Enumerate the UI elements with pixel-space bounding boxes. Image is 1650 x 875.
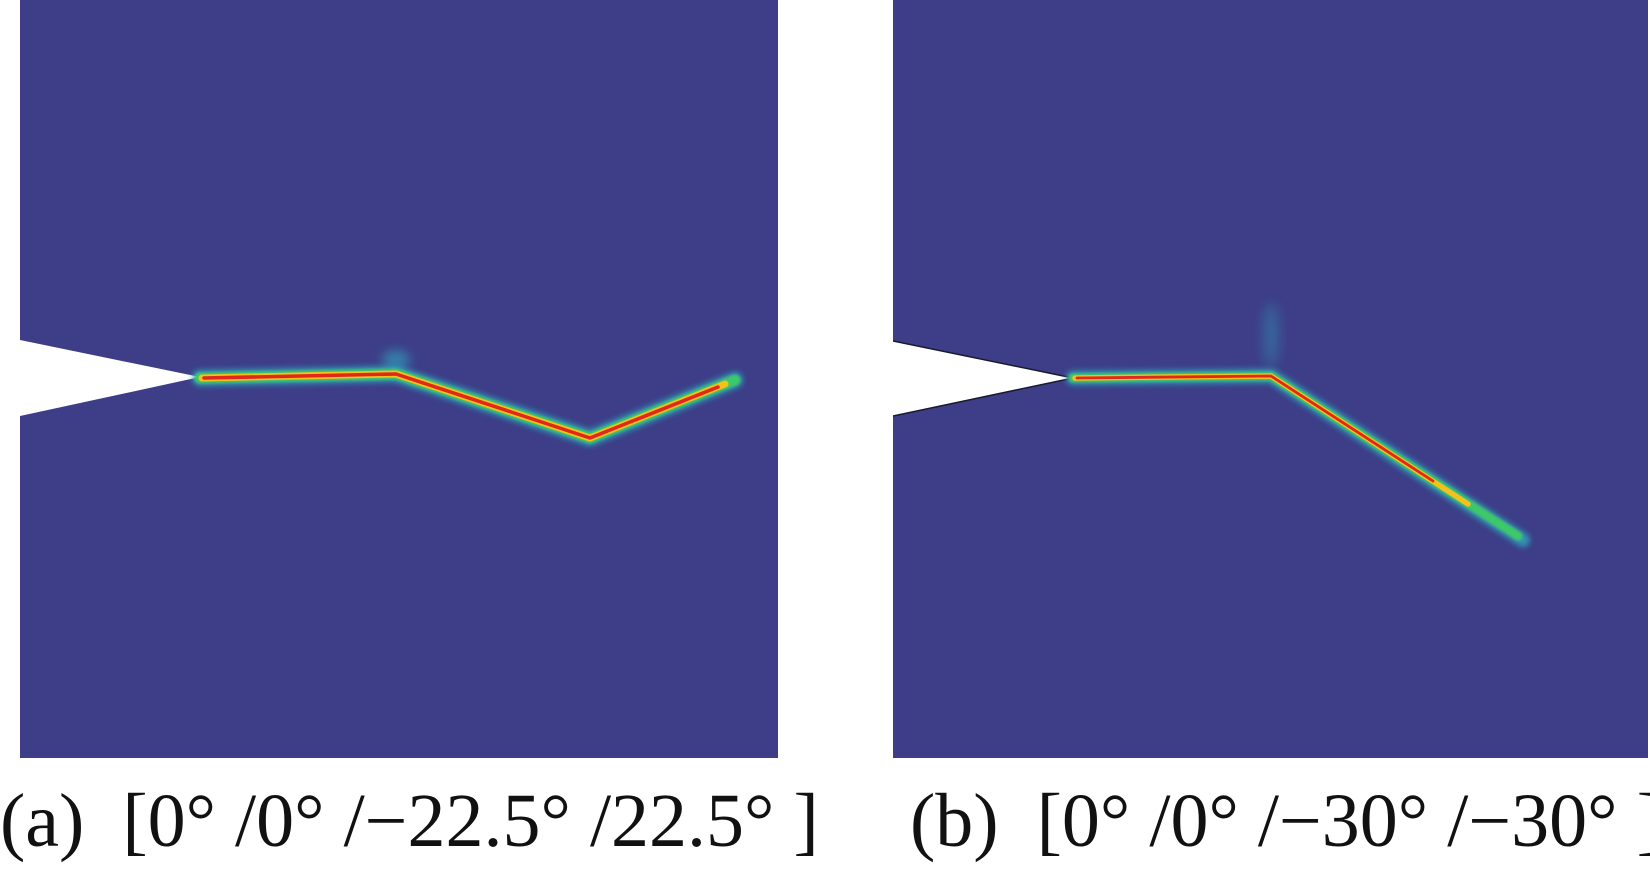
panel-a-notch bbox=[20, 340, 200, 416]
panel-a-caption: (a) [0° /0° /−22.5° /22.5° ] bbox=[0, 776, 820, 866]
panel-b-notch-edge-bottom bbox=[893, 377, 1074, 417]
panel-b-crack-field bbox=[893, 0, 1648, 758]
panel-a-plot bbox=[20, 0, 778, 758]
panel-b-caption: (b) [0° /0° /−30° /−30° ] bbox=[910, 776, 1650, 866]
panel-b-kink-halo bbox=[1263, 303, 1279, 367]
panel-a-crack-field bbox=[20, 0, 778, 758]
panel-a-layup: [0° /0° /−22.5° /22.5° ] bbox=[122, 779, 819, 863]
panel-b-crack-core bbox=[1075, 374, 1435, 483]
panel-b-notch bbox=[893, 341, 1073, 416]
panel-a-label: (a) bbox=[0, 779, 85, 863]
panel-b-label: (b) bbox=[910, 779, 999, 863]
panel-a-crack-core bbox=[202, 372, 720, 440]
panel-b-plot bbox=[893, 0, 1648, 758]
panel-a-kink-halo bbox=[382, 350, 410, 370]
panel-b-notch-edge-top bbox=[893, 340, 1074, 379]
panel-b-layup: [0° /0° /−30° /−30° ] bbox=[1036, 779, 1650, 863]
